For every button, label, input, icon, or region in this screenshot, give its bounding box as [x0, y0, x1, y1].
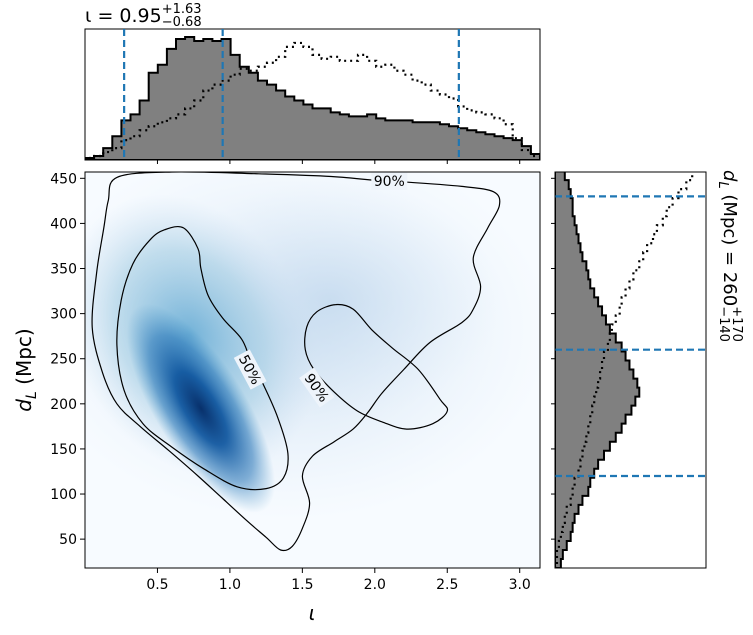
y-tick-label: 250 [50, 352, 77, 368]
x-tick-label: 2.0 [364, 577, 386, 593]
x-tick-label: 1.5 [291, 577, 313, 593]
y-axis: 50 100 150 200 250 300 350 400 450 [50, 171, 85, 548]
x-axis-title: ι [309, 601, 316, 625]
y-tick-label: 200 [50, 397, 77, 413]
y-tick-label: 150 [50, 442, 77, 458]
contour-line [91, 172, 501, 552]
dl-reference-histogram [555, 172, 694, 568]
dl-marginal-ticks [551, 177, 555, 540]
y-axis-title: dL (Mpc) [12, 328, 40, 411]
contour-label-bg [371, 172, 408, 191]
y-tick-label: 450 [50, 171, 77, 187]
x-tick-label: 1.0 [219, 577, 241, 593]
contour-label-bg [233, 349, 267, 390]
y-tick-label: 50 [59, 532, 77, 548]
iota-marginal-title: ι = 0.95+1.63 −0.68 [85, 2, 202, 30]
y-tick-label: 300 [50, 307, 77, 323]
dl-marginal-frame [554, 171, 707, 569]
x-tick-label: 3.0 [509, 577, 531, 593]
dl-marginal-panel: dL (Mpc) = 260+170−140 [551, 170, 744, 569]
iota-histogram [85, 35, 540, 160]
contour-line [304, 303, 449, 430]
density-heatmap: 90%50%90% [85, 172, 540, 568]
y-tick-label: 100 [50, 487, 77, 503]
x-axis: 0.5 1.0 1.5 2.0 2.5 3.0 [146, 568, 531, 593]
iota-marginal-panel: ι = 0.95+1.63 −0.68 [84, 2, 541, 164]
credible-contours [91, 172, 501, 552]
density-peak [126, 303, 276, 513]
dl-marginal-title: dL (Mpc) = 260+170−140 [715, 170, 744, 342]
contour-label-bg [299, 367, 335, 408]
dl-histogram [555, 172, 641, 568]
y-tick-label: 350 [50, 262, 77, 278]
dl-credible-lines [555, 195, 706, 478]
iota-reference-histogram [85, 41, 540, 160]
contour-label: 90% [374, 174, 405, 190]
x-tick-label: 0.5 [146, 577, 168, 593]
y-tick-label: 400 [50, 216, 77, 232]
joint-panel: 90%50%90% 0.5 1.0 1.5 2.0 2.5 3.0 50 100 150 200… [12, 171, 541, 625]
x-tick-label: 2.5 [436, 577, 458, 593]
contour-line [116, 226, 289, 491]
joint-frame [84, 171, 541, 569]
